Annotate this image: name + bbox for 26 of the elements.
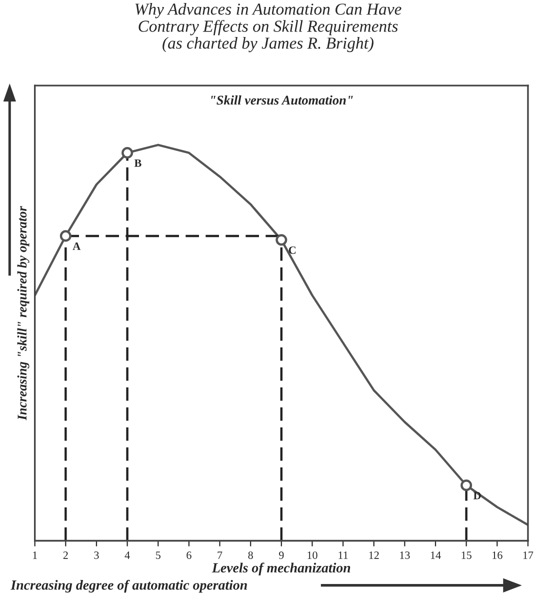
x-tick-label: 2 [63,552,68,559]
x-tick-label: 10 [308,551,318,559]
x-tick-label: 3 [94,552,99,559]
text: Increasing degree of automatic operation [10,580,247,593]
x-tick-label: 1 [33,552,37,559]
annotation: A [72,242,81,250]
x-tick-label: 17 [523,552,534,559]
annotation: C [288,246,296,254]
chart-subtitle: "Skill versus Automation" [211,95,353,105]
x-tick-label: 4 [124,552,130,559]
x-tick-label: 15 [462,552,472,559]
annotation: B [134,159,142,167]
y-axis-title: Increasing "skill" required by operator [17,206,30,420]
x-tick-label: 12 [369,552,379,559]
x-tick-label: 14 [430,552,441,559]
x-tick-label: 9 [278,552,284,559]
x-tick-label: 13 [400,552,410,559]
x-tick-label: 6 [186,552,192,559]
x-tick-label: 11 [338,552,348,559]
x-tick-label: 8 [248,551,253,559]
x-axis-title: Levels of mechanization [212,562,350,576]
x-tick-label: 5 [156,552,160,559]
x-tick-label: 7 [218,552,222,559]
x-tick-label: 16 [492,552,502,559]
annotation: D [473,492,481,500]
chart-title: Why Advances in Automation Can Have Contrary Effects on Skill Requirements (as charted by James R. Bright) [135,3,402,52]
